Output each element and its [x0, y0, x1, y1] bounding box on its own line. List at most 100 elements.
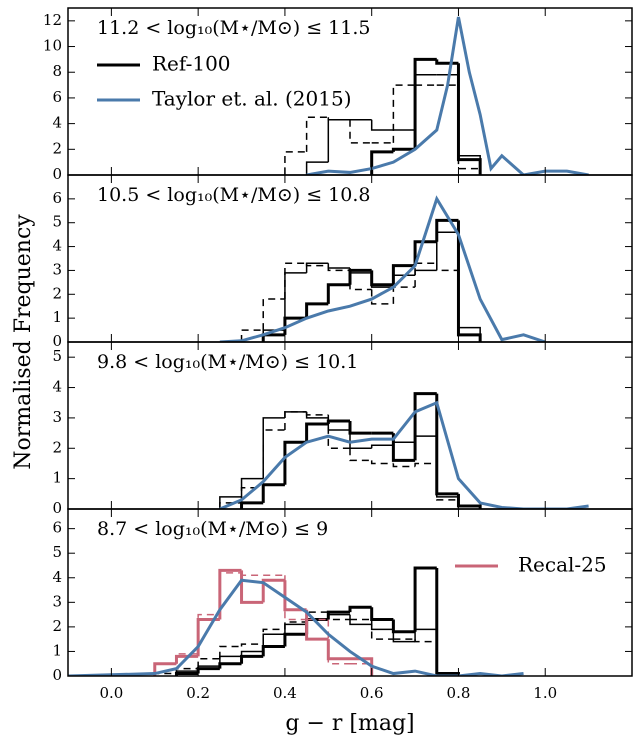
- x-tick-label: 0.2: [186, 684, 210, 702]
- x-axis-label: g − r [mag]: [285, 711, 414, 736]
- histogram-step: [414, 269, 437, 276]
- y-tick-label: 12: [43, 11, 62, 29]
- histogram-step: [392, 274, 416, 288]
- histogram-step: [436, 436, 459, 498]
- y-tick-label: 0: [52, 165, 62, 183]
- y-tick-label: 4: [52, 568, 62, 586]
- histogram-step: [370, 270, 394, 287]
- histogram-step: [436, 629, 460, 676]
- histogram-step: [392, 286, 416, 304]
- histogram-step: [305, 262, 329, 273]
- histogram-step: [436, 263, 459, 272]
- histogram-step: [456, 220, 482, 342]
- histogram-step: [262, 298, 285, 331]
- panel: 0 1 2 3 4 5 6 10.5 < log₁₀(M⋆/M⊙) ≤ 10.8: [52, 174, 633, 350]
- histogram-step: [435, 59, 459, 65]
- panel: 0 1 2 3 4 5 6 0.0 0.2 0.4 0.6 0.8 1.0 8.7 < log₁₀(M⋆/…: [52, 508, 633, 736]
- histogram-step: [326, 283, 350, 304]
- histogram-step: [370, 289, 394, 305]
- histogram-step: [261, 333, 285, 342]
- histogram-step: [327, 117, 350, 121]
- histogram-step: [305, 161, 329, 175]
- histogram-step: [261, 578, 285, 603]
- histogram-step: [240, 650, 264, 657]
- histogram-step: [284, 575, 307, 621]
- histogram-step: [284, 262, 307, 300]
- y-tick-label: 2: [52, 438, 62, 456]
- histogram-step: [218, 662, 242, 669]
- histogram-step: [240, 501, 264, 509]
- y-tick-label: 2: [52, 617, 62, 635]
- histogram-step: [261, 483, 285, 503]
- panel: 0 2 4 6 8 10 12 11.2 < log₁₀(M⋆/M⊙) ≤ 11.5 Ref-1…: [43, 7, 633, 183]
- legend-label: Recal-25: [518, 553, 607, 577]
- x-tick-label: 0.4: [273, 684, 297, 702]
- histogram-step: [284, 411, 307, 431]
- histogram-step: [414, 74, 437, 131]
- x-tick-label: 1.0: [533, 684, 557, 702]
- x-tick-label: 0.8: [447, 684, 471, 702]
- plot-area: [219, 392, 589, 509]
- histogram-step: [283, 440, 307, 485]
- histogram-step: [327, 265, 350, 272]
- panel-title: 8.7 < log₁₀(M⋆/M⊙) ≤ 9: [97, 518, 328, 540]
- y-tick-label: 1: [52, 641, 62, 659]
- histogram-step: [348, 605, 372, 613]
- y-tick-label: 6: [52, 88, 62, 106]
- y-tick-label: 6: [52, 519, 62, 537]
- histogram-step: [197, 658, 220, 669]
- y-tick-label: 2: [52, 139, 62, 157]
- histogram-step: [284, 151, 307, 175]
- histogram-step: [370, 119, 394, 131]
- y-tick-label: 1: [52, 308, 62, 326]
- y-tick-label: 5: [52, 347, 62, 365]
- histogram-step: [305, 302, 329, 319]
- y-tick-label: 0: [52, 499, 62, 517]
- histogram-step: [305, 422, 329, 443]
- histogram-step: [305, 116, 329, 152]
- panel-title: 9.8 < log₁₀(M⋆/M⊙) ≤ 10.1: [97, 351, 358, 373]
- y-tick-label: 5: [52, 543, 62, 561]
- histogram-step: [436, 641, 460, 676]
- histogram-step: [196, 667, 220, 674]
- histogram-step: [413, 566, 437, 632]
- line-series: [68, 578, 524, 676]
- histogram-step: [391, 619, 416, 634]
- histogram-step: [284, 621, 307, 630]
- histogram-step: [326, 610, 350, 620]
- histogram-step: [414, 262, 437, 288]
- histogram-step: [154, 662, 177, 676]
- histogram-step: [370, 272, 394, 288]
- histogram-step: [305, 263, 329, 267]
- histogram-step: [414, 462, 437, 467]
- plot-area: [68, 566, 524, 676]
- histogram-step: [240, 643, 264, 647]
- y-tick-label: 10: [43, 37, 62, 55]
- histogram-step: [197, 613, 220, 654]
- x-tick-label: 0.6: [360, 684, 384, 702]
- histogram-step: [327, 612, 350, 621]
- histogram-step: [436, 463, 459, 501]
- y-tick-label: 8: [52, 62, 62, 80]
- y-tick-label: 3: [52, 592, 62, 610]
- histogram-step: [457, 270, 481, 342]
- histogram-step: [457, 85, 481, 175]
- histogram-step: [392, 441, 416, 446]
- histogram-step: [196, 618, 220, 657]
- histogram-step: [414, 628, 437, 642]
- histogram-step: [326, 419, 350, 424]
- plot-area: [219, 195, 546, 342]
- histogram-step: [348, 420, 372, 435]
- histogram-step: [413, 240, 437, 266]
- histogram-step: [350, 657, 374, 676]
- line-series: [219, 195, 546, 342]
- histogram-step: [349, 119, 372, 144]
- histogram-step: [435, 567, 460, 676]
- histogram-step: [262, 633, 285, 652]
- line-series: [219, 400, 589, 509]
- histogram-step: [436, 231, 459, 271]
- y-tick-label: 0: [52, 666, 62, 684]
- histogram-step: [349, 614, 372, 626]
- y-tick-label: 1: [52, 469, 62, 487]
- histogram-step: [219, 502, 242, 509]
